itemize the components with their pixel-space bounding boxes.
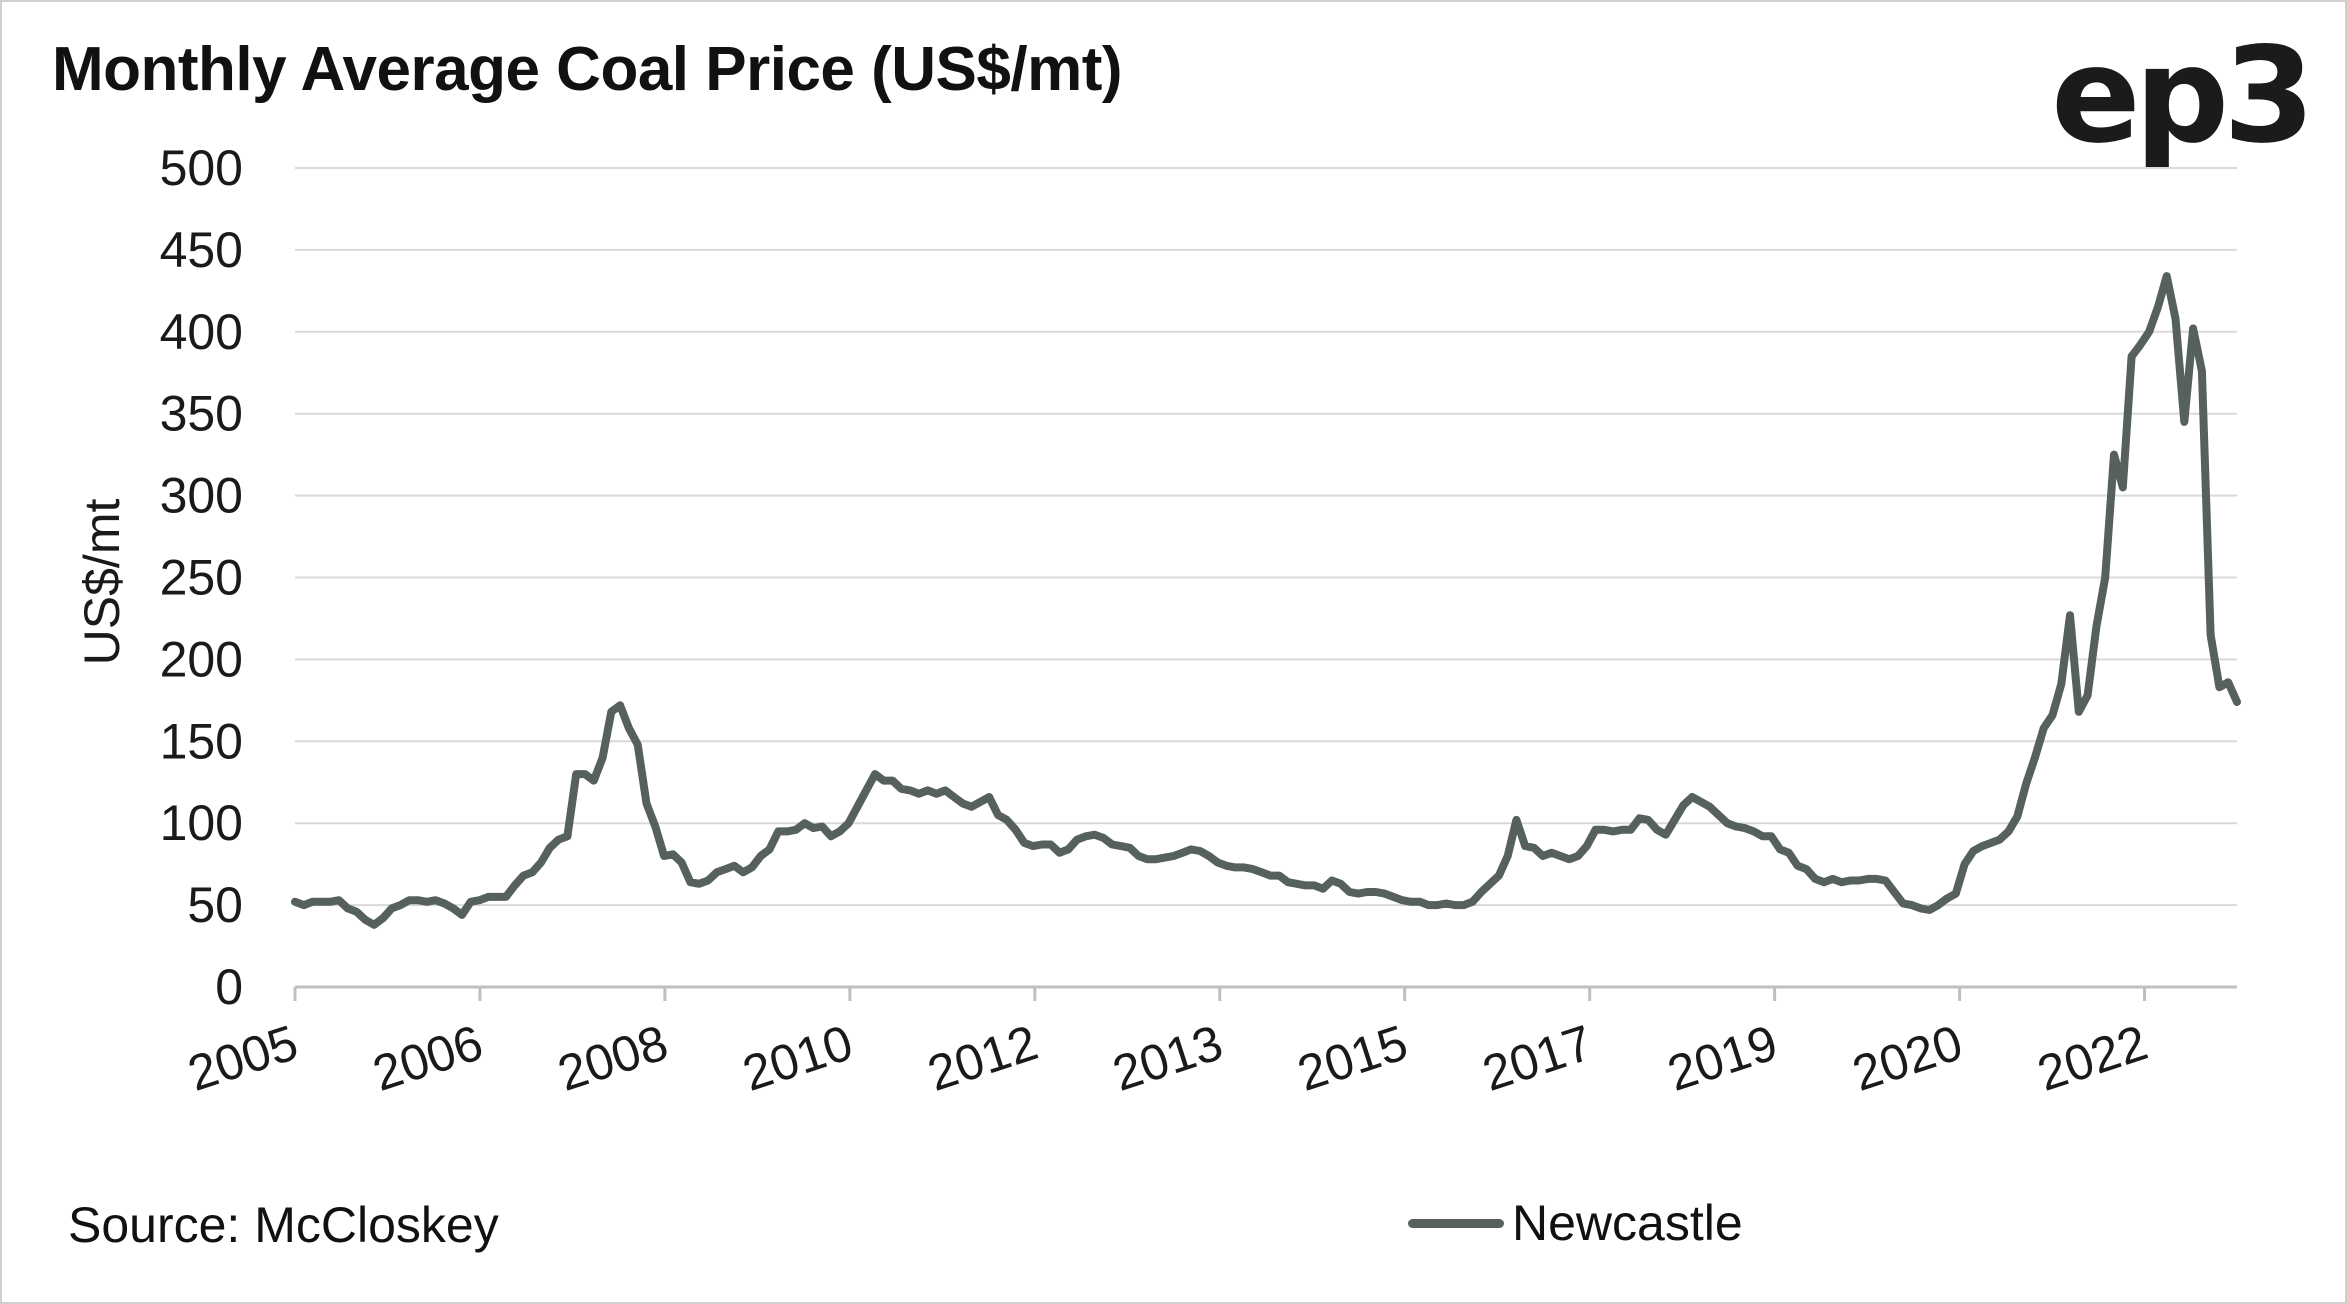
y-tick-label: 250	[160, 550, 243, 606]
y-tick-label: 200	[160, 631, 243, 687]
y-tick-label: 0	[215, 959, 243, 1015]
y-axis-ticks: 0 50 100 150 200 250 300 350 400 450 500	[160, 140, 243, 1015]
legend-swatch-newcastle	[1408, 1218, 1504, 1228]
y-tick-label: 500	[160, 140, 243, 196]
y-tick-label: 50	[187, 877, 243, 933]
chart-title: Monthly Average Coal Price (US$/mt)	[52, 35, 1123, 104]
series-line-newcastle	[291, 272, 2241, 929]
y-tick-label: 350	[160, 386, 243, 442]
x-tick-label: 2010	[736, 1014, 859, 1102]
legend-label-newcastle: Newcastle	[1512, 1195, 1743, 1251]
x-tick-label: 2013	[1106, 1014, 1229, 1102]
x-tick-label: 2022	[2031, 1014, 2154, 1102]
x-axis	[293, 985, 2237, 1001]
y-axis-label: US$/mt	[74, 499, 130, 666]
y-tick-label: 450	[160, 222, 243, 278]
y-tick-label: 400	[160, 304, 243, 360]
legend: Newcastle	[1408, 1194, 1743, 1252]
source-note: Source: McCloskey	[68, 1197, 499, 1253]
gridlines	[295, 167, 2237, 907]
x-tick-label: 2008	[551, 1014, 674, 1102]
x-tick-label: 2019	[1661, 1014, 1784, 1102]
series-layer	[291, 272, 2241, 929]
y-tick-label: 300	[160, 468, 243, 524]
x-tick-label: 2015	[1291, 1014, 1414, 1102]
x-tick-label: 2012	[921, 1014, 1044, 1102]
brand-logo: ep3	[2051, 19, 2315, 173]
x-axis-ticks: 2005 2006 2008 2010 2012 2013 2015 2017 2019 2020…	[181, 1014, 2154, 1102]
x-tick-label: 2006	[366, 1014, 489, 1102]
y-tick-label: 150	[160, 713, 243, 769]
x-tick-label: 2020	[1846, 1014, 1969, 1102]
x-tick-label: 2017	[1476, 1014, 1599, 1102]
x-tick-label: 2005	[181, 1014, 304, 1102]
y-tick-label: 100	[160, 795, 243, 851]
